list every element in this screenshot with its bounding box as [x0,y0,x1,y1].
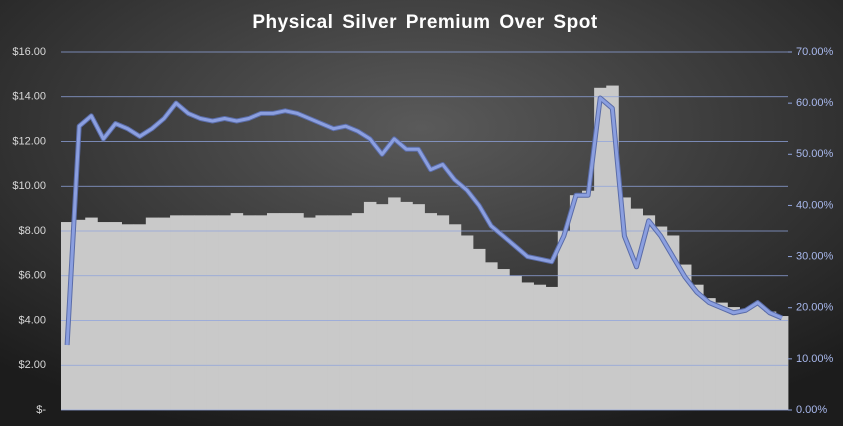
y2-tick-label: 0.00% [796,404,827,416]
chart-title: Physical Silver Premium Over Spot [252,12,597,33]
bar [242,215,256,410]
bar [170,215,183,410]
bar [739,309,753,410]
bar [763,311,777,410]
bar [436,215,450,410]
bar [582,190,595,410]
y-tick-label: $12.00 [12,135,46,147]
bar [533,284,547,410]
bar [715,302,728,410]
bar [315,215,328,410]
bar [775,316,789,410]
bar [727,307,740,410]
bar [291,213,304,410]
bar [73,219,86,410]
y2-tick-label: 40.00% [796,199,834,211]
bar [703,298,716,410]
bar [509,275,522,410]
bar [254,215,268,410]
bar [194,215,207,410]
bar [666,235,680,410]
bar [642,215,656,410]
y-tick-label: $2.00 [18,359,46,371]
y-tick-label: $4.00 [18,314,46,326]
bar [121,224,135,410]
bar [363,201,377,410]
y-tick-label: $14.00 [12,91,46,103]
bar [303,217,316,410]
y2-tick-label: 50.00% [796,148,834,160]
y-tick-label: $10.00 [12,180,46,192]
bar [460,235,474,410]
bar [145,217,159,410]
bar [412,204,425,410]
bar [654,226,668,410]
bar [424,213,438,410]
bar [594,87,607,411]
bar [691,284,704,410]
bar [472,248,486,410]
bar [569,195,583,410]
bar [448,224,462,410]
bar [678,264,692,410]
bar [400,201,413,410]
bar [497,269,510,410]
bar [157,217,171,410]
bar [751,304,765,410]
bar [133,224,147,410]
bar [545,286,559,410]
bar [85,217,98,410]
y2-tick-label: 70.00% [796,46,834,58]
y-tick-label: $8.00 [18,225,46,237]
bar [521,282,534,410]
bar [351,213,365,410]
y-tick-label: $6.00 [18,270,46,282]
bar [388,197,401,410]
y2-tick-label: 30.00% [796,250,834,262]
bar [630,208,643,410]
bar [485,262,498,410]
bar [266,213,280,410]
bar [97,222,110,410]
line [65,96,783,346]
y-tick-label: $16.00 [12,46,46,58]
y-tick-label: $- [36,404,46,416]
bar [206,215,219,410]
bar [279,213,292,410]
y2-tick-label: 60.00% [796,97,834,109]
bar [182,215,195,410]
bar [218,215,232,410]
bar [339,215,353,410]
bar [109,222,122,410]
bar [230,213,244,410]
y2-tick-label: 10.00% [796,353,834,365]
y2-tick-label: 20.00% [796,302,834,314]
bar [327,215,341,410]
bar [376,204,389,410]
